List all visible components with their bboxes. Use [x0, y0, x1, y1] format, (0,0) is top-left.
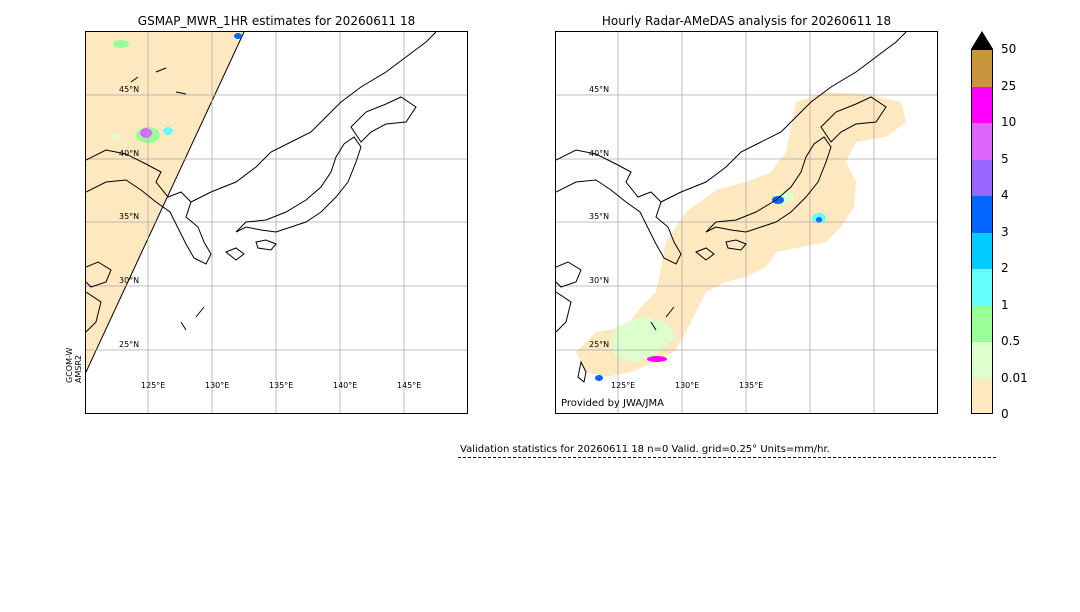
right-lon-label-130: 130°E: [675, 381, 700, 390]
precip-cell: [816, 217, 822, 223]
left-lon-label-140: 140°E: [333, 381, 358, 390]
right-map: [555, 31, 938, 414]
colorbar-segment-1-2: [972, 269, 992, 306]
graticule: [556, 32, 937, 413]
left-lon-label-145: 145°E: [397, 381, 422, 390]
colorbar-tick-1: 1: [1001, 297, 1009, 312]
precip-cell: [595, 375, 603, 381]
right-map-canvas: [556, 32, 937, 413]
coastline: [556, 32, 907, 383]
colorbar-segment-25-50: [972, 50, 992, 87]
precip-cell: [113, 40, 129, 48]
colorbar-segment-0.01-0.5: [972, 342, 992, 379]
left-lon-label-130: 130°E: [205, 381, 230, 390]
precip-cell: [772, 196, 784, 204]
right-lon-label-135: 135°E: [739, 381, 764, 390]
colorbar-tick-3: 3: [1001, 224, 1009, 239]
colorbar-segment-4-5: [972, 159, 992, 196]
colorbar-segment-0-0.01: [972, 378, 992, 413]
graticule: [86, 32, 467, 413]
left-map: [85, 31, 468, 414]
precip-cell: [234, 33, 242, 39]
colorbar-segment-3-4: [972, 196, 992, 233]
stats-divider: [458, 457, 996, 458]
colorbar-tick-50: 50: [1001, 42, 1017, 56]
precip-cell: [163, 127, 173, 135]
left-lat-label-25: 25°N: [119, 340, 140, 349]
precip-cell: [111, 134, 121, 140]
colorbar-tick-0: 0: [1001, 407, 1009, 421]
colorbar-tick-0.01: 0.01: [1001, 370, 1028, 385]
colorbar-segment-10-25: [972, 86, 992, 123]
left-map-title: GSMAP_MWR_1HR estimates for 20260611 18: [137, 14, 416, 28]
left-lon-label-125: 125°E: [141, 381, 166, 390]
coastline: [86, 32, 437, 333]
satellite-label: GCOM-W AMSR2: [65, 347, 83, 383]
left-lat-label-35: 35°N: [119, 212, 140, 221]
right-lat-label-25: 25°N: [589, 340, 610, 349]
colorbar-extend-arrow: [971, 31, 993, 49]
right-map-title: Hourly Radar-AMeDAS analysis for 2026061…: [601, 14, 892, 28]
precip-area: [611, 317, 676, 362]
left-lon-label-135: 135°E: [269, 381, 294, 390]
precip-cell: [647, 356, 667, 362]
colorbar-tick-5: 5: [1001, 151, 1009, 166]
colorbar-segment-5-10: [972, 123, 992, 160]
colorbar-tick-25: 25: [1001, 78, 1017, 93]
colorbar-tick-4: 4: [1001, 188, 1009, 202]
left-lat-label-45: 45°N: [119, 85, 140, 94]
right-lon-label-125: 125°E: [611, 381, 636, 390]
right-lat-label-40: 40°N: [589, 149, 610, 158]
swath-edge: [86, 32, 245, 373]
validation-statistics: Validation statistics for 20260611 18 n=…: [460, 444, 830, 455]
right-lat-label-45: 45°N: [589, 85, 610, 94]
precip-cell: [140, 128, 152, 138]
colorbar-segment-2-3: [972, 232, 992, 269]
colorbar: [971, 49, 993, 414]
data-credit: Provided by JWA/JMA: [561, 398, 664, 409]
colorbar-tick-0.5: 0.5: [1001, 334, 1021, 348]
colorbar-segment-0.5-1: [972, 305, 992, 342]
right-lat-label-30: 30°N: [589, 276, 610, 285]
left-lat-label-30: 30°N: [119, 276, 140, 285]
left-lat-label-40: 40°N: [119, 149, 140, 158]
colorbar-tick-10: 10: [1001, 115, 1017, 129]
colorbar-tick-2: 2: [1001, 261, 1009, 275]
right-lat-label-35: 35°N: [589, 212, 610, 221]
left-map-canvas: [86, 32, 467, 413]
precip-area: [576, 92, 906, 377]
